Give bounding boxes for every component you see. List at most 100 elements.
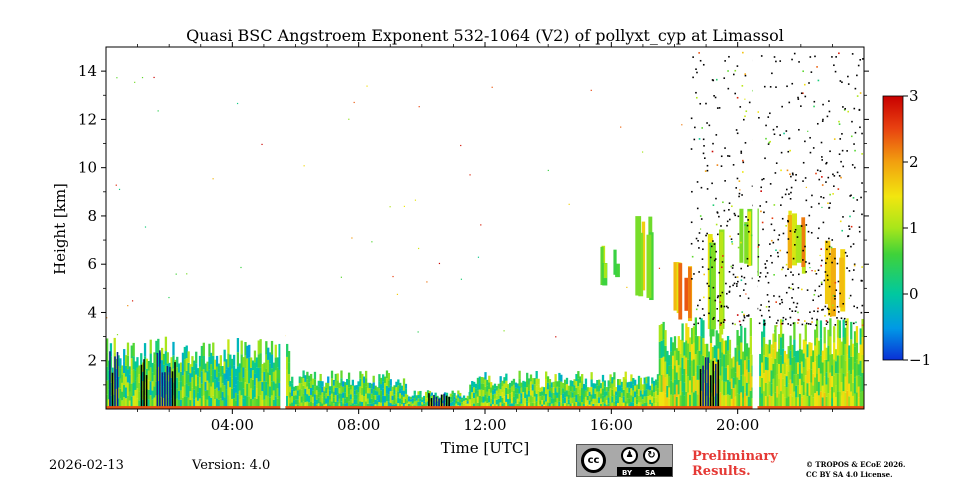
heatmap-cell [702,320,705,338]
heatmap-cell [278,356,281,370]
heatmap-cell [179,381,183,391]
heatmap-cell [664,330,667,346]
heatmap-cell [599,383,603,389]
heatmap-cell [548,391,552,398]
heatmap-cell [344,392,347,399]
noise-speckle [706,232,708,235]
heatmap-cell [850,374,853,392]
noise-speckle [809,311,811,314]
heatmap-cell [455,395,458,399]
heatmap-cell [565,377,569,385]
noise-speckle [736,285,738,287]
heatmap-cell [313,401,317,409]
heatmap-cell [124,398,128,409]
heatmap-cell [457,390,460,395]
heatmap-cell [573,379,576,386]
heatmap-cell [342,392,345,398]
heatmap-cell [749,354,752,373]
heatmap-cell [643,390,646,397]
heatmap-cell [834,349,838,362]
heatmap-cell [495,399,499,405]
noise-speckle [843,109,846,111]
heatmap-cell [191,387,194,399]
noise-speckle [775,301,778,303]
heatmap-cell [690,376,694,393]
heatmap-cell [537,390,540,397]
heatmap-cell [340,378,343,386]
noise-speckle [734,69,737,72]
noise-speckle [715,250,717,253]
noise-speckle [862,58,864,60]
heatmap-cell [195,386,198,398]
noise-speckle [711,150,714,153]
heatmap-cell [501,392,504,398]
heatmap-cell [689,351,692,367]
heatmap-cell [292,386,296,392]
noise-speckle [821,156,823,158]
heatmap-cell [802,339,806,354]
preliminary-line-2: Results. [692,464,751,479]
heatmap-cell [562,382,565,389]
noise-speckle [695,308,698,311]
heatmap-cell [776,386,779,398]
heatmap-cell [819,391,823,409]
heatmap-cell [776,374,779,387]
heatmap-cell [795,397,798,409]
heatmap-cell [620,387,624,393]
heatmap-cell [836,373,840,392]
noise-speckle [713,95,715,97]
noise-speckle [808,262,811,265]
heatmap-cell [495,395,499,400]
noise-speckle [789,173,791,176]
noise-speckle [834,297,836,300]
heatmap-cell [134,389,137,400]
noise-speckle [681,124,683,126]
heatmap-cell [558,401,561,409]
heatmap-cell [172,341,175,356]
noise-speckle [857,64,860,67]
heatmap-cell [706,395,709,409]
heatmap-cell [573,403,576,409]
noise-speckle [690,117,693,120]
heatmap-cell [594,398,597,404]
heatmap-cell [183,384,186,397]
noise-speckle [727,155,729,157]
heatmap-cell [372,375,375,383]
heatmap-cell [215,366,219,378]
noise-speckle [469,174,471,176]
heatmap-cell [797,385,800,398]
heatmap-cell [478,396,481,403]
noise-speckle [802,70,804,73]
noise-speckle [763,211,765,214]
noise-speckle [764,267,767,269]
heatmap-cell [234,384,238,393]
heatmap-cell [599,393,603,399]
heatmap-cell [844,343,847,361]
heatmap-cell [212,395,215,409]
heatmap-cell [330,378,334,387]
noise-speckle [809,151,812,154]
noise-speckle [773,204,776,206]
heatmap-cell [654,403,658,409]
heatmap-cell [364,401,368,409]
noise-speckle [720,266,723,269]
heatmap-cell [605,391,608,396]
heatmap-cell [140,364,143,409]
heatmap-cell [601,395,605,403]
heatmap-cell [723,395,726,409]
noise-speckle [809,323,812,325]
heatmap-cell [778,334,781,349]
heatmap-cell [428,390,432,395]
heatmap-cell [698,350,701,366]
heatmap-cell [400,399,404,405]
noise-speckle [706,164,709,167]
heatmap-cell [272,399,276,409]
aerosol-plume [635,216,642,296]
heatmap-cell [107,389,111,400]
heatmap-cell [861,390,864,409]
heatmap-cell [831,376,834,388]
heatmap-cell [276,378,279,389]
heatmap-cell [594,388,597,394]
heatmap-cell [601,388,605,396]
